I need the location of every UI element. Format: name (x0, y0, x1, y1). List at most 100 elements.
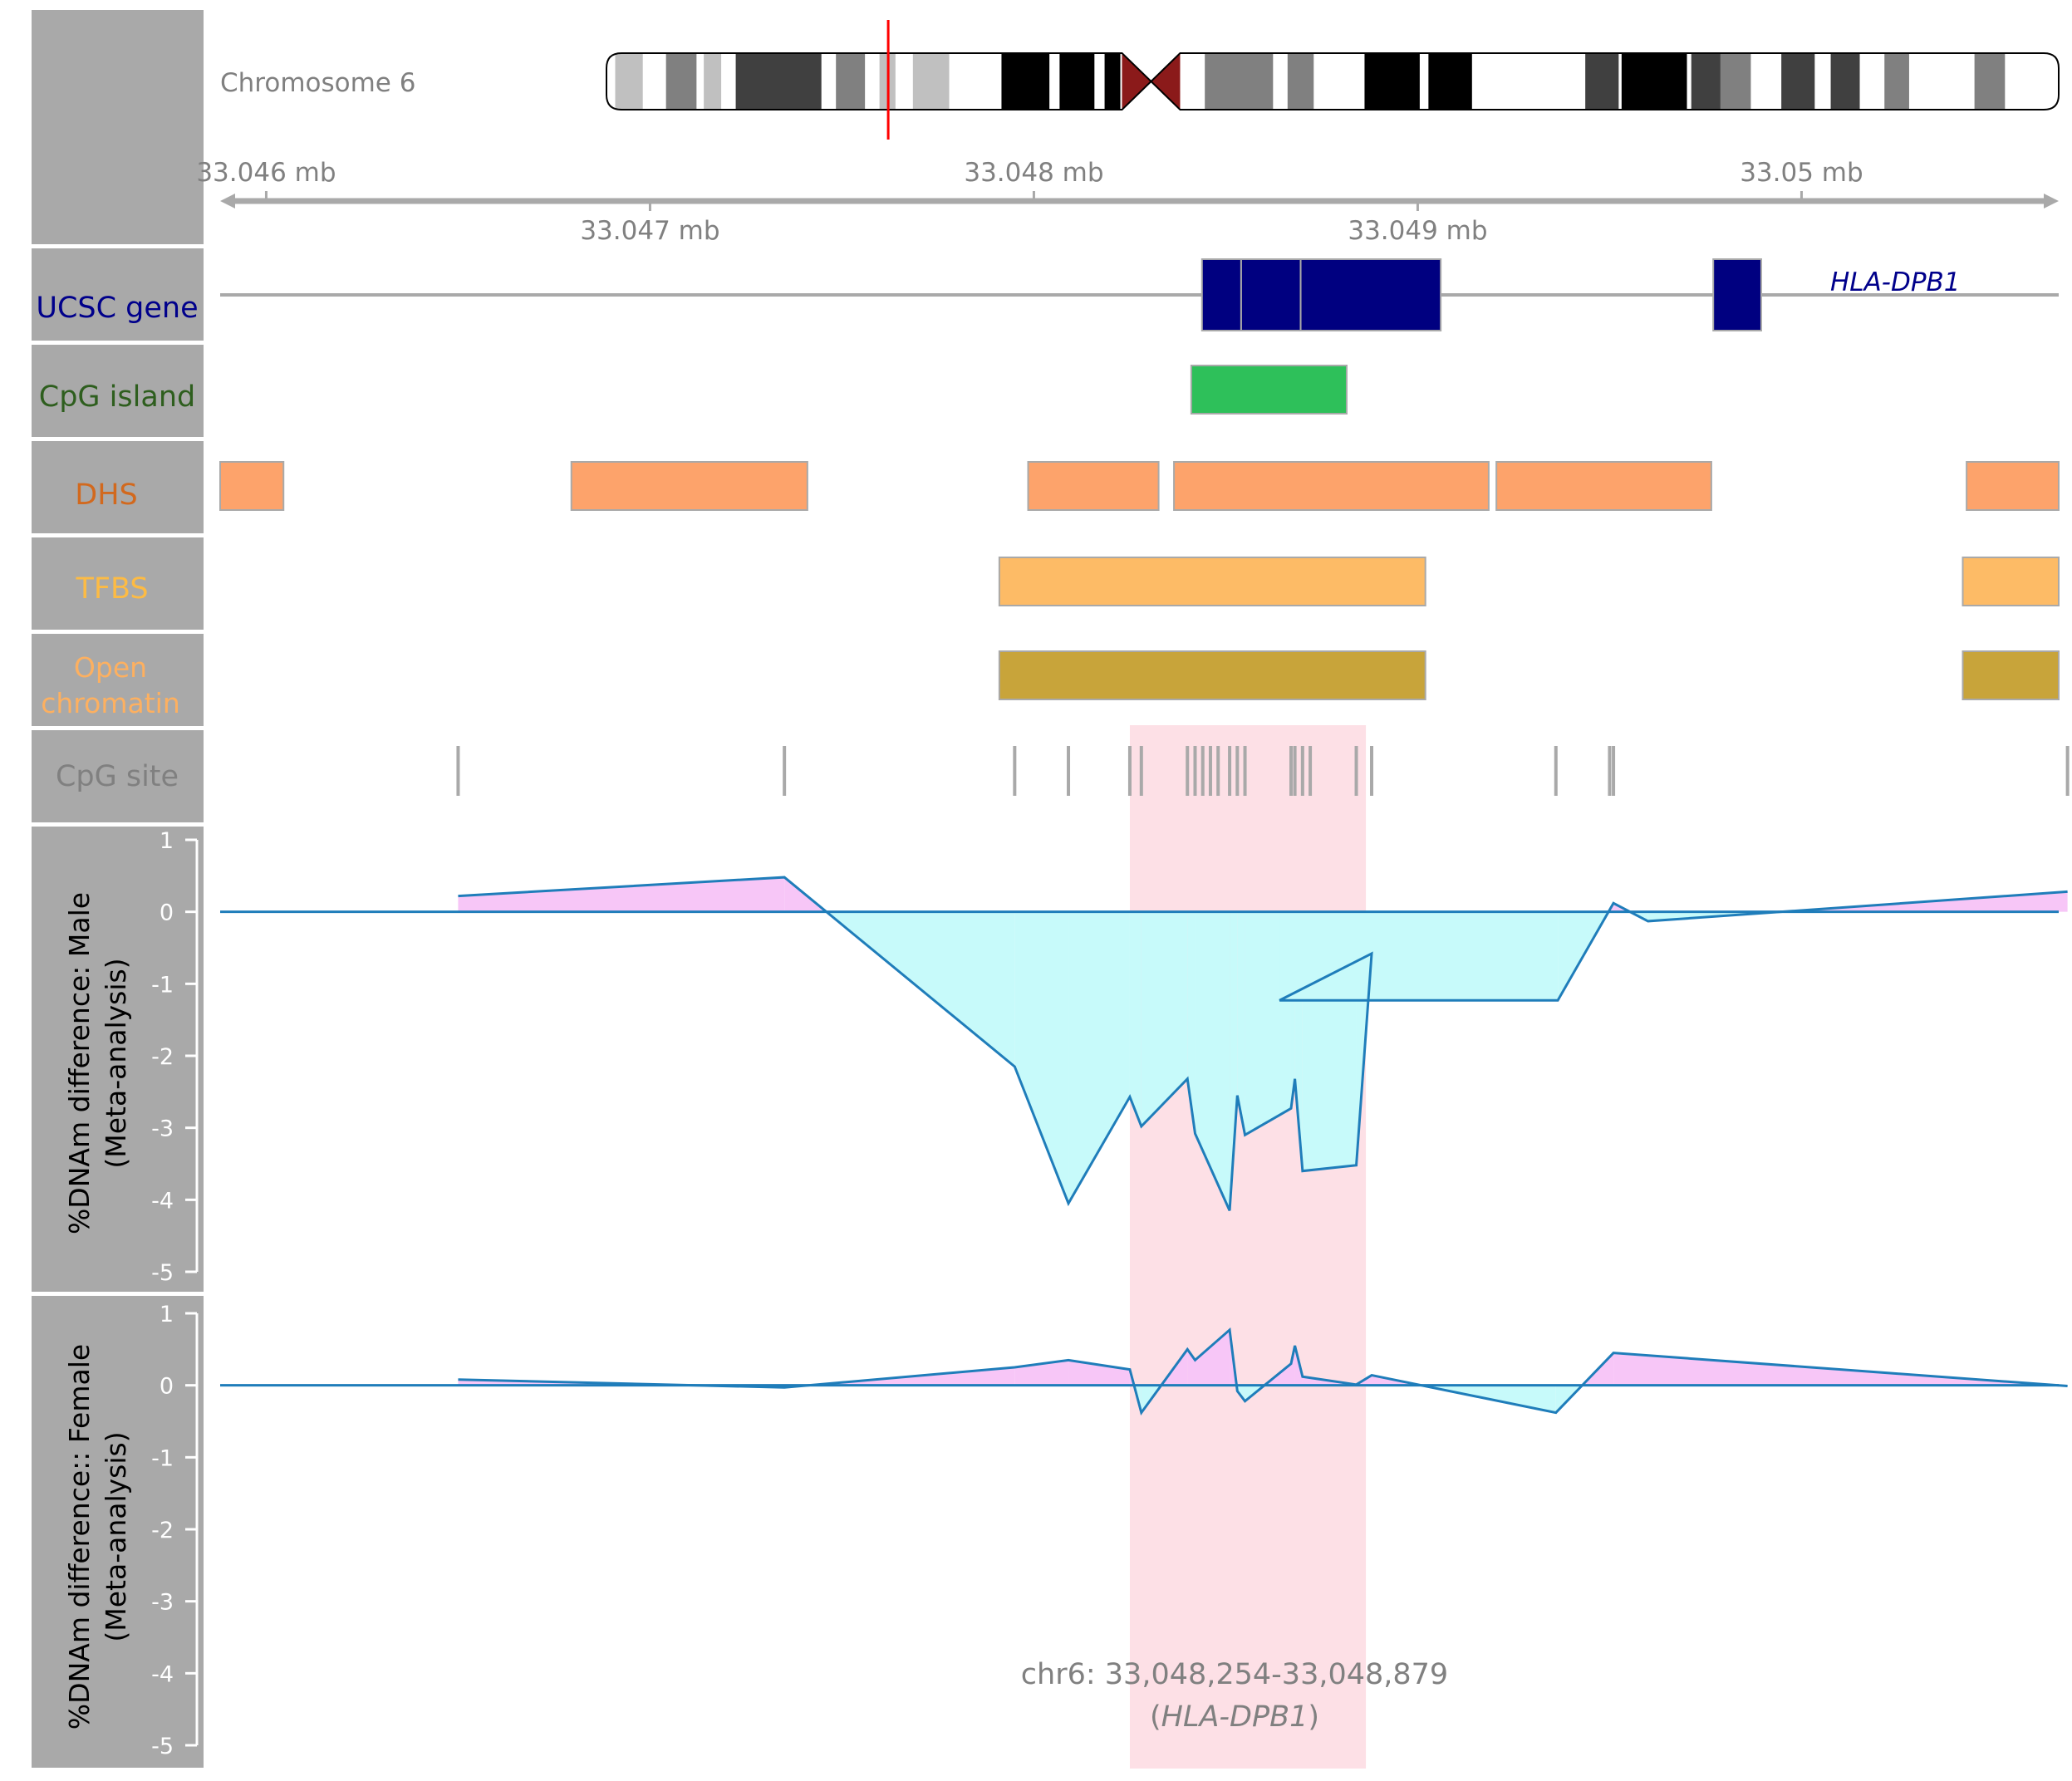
male-area-segment (1230, 911, 1238, 1211)
ideogram-band (1691, 53, 1721, 110)
male-y-tick-label: -4 (151, 1188, 174, 1214)
male-area-plot (220, 876, 2068, 1211)
ideogram-band (665, 53, 697, 110)
gene-exons (1200, 258, 1762, 331)
female-y-tick-label: 1 (160, 1302, 174, 1327)
male-area-segment (1068, 911, 1130, 1204)
male-y-label-2: (Meta-analysis) (100, 958, 132, 1168)
male-area-segment (1195, 911, 1230, 1211)
genomic-axis: 33.046 mb 33.048 mb 33.05 mb 33.047 mb 33.04… (196, 158, 2059, 246)
open-chromatin-track-label-2: chromatin (41, 687, 179, 719)
tfbs-block (1962, 557, 2060, 606)
ideogram-band (1205, 53, 1274, 110)
centromere-right (1151, 53, 1181, 110)
male-y-tick-label: -3 (151, 1116, 174, 1142)
female-area-segment (1068, 1360, 1130, 1386)
ideogram-band (696, 53, 705, 110)
male-y-axis: 1 0 -1 -2 -3 -4 -5 (151, 828, 199, 1286)
ideogram-band (2005, 53, 2059, 110)
male-area-segment (458, 877, 785, 912)
axis-tick-label: 33.047 mb (580, 216, 719, 246)
highlight-gene-open: ( (1150, 1700, 1161, 1734)
male-y-tick-label: 0 (160, 900, 174, 926)
ideogram-band (1830, 53, 1861, 110)
male-y-tick-label: -2 (151, 1044, 174, 1070)
ideogram-band (1094, 53, 1106, 110)
chromosome-label: Chromosome 6 (220, 68, 415, 98)
male-y-label-1: %DNAm difference: Male (63, 892, 96, 1234)
axis-arrow-left (220, 194, 235, 209)
dhs-block (1027, 461, 1160, 511)
male-y-tick-label: -1 (151, 972, 174, 998)
centromere-left (1122, 53, 1151, 110)
gene-exon (1299, 258, 1442, 331)
ideogram-band (1908, 53, 1976, 110)
dhs-block (1495, 461, 1712, 511)
ideogram-band (1859, 53, 1885, 110)
ideogram-band (615, 53, 644, 110)
open-chromatin-block (1962, 650, 2060, 700)
dhs-block (219, 461, 285, 511)
open-chromatin-track (998, 650, 2060, 700)
tfbs-track-label: TFBS (75, 572, 148, 606)
cpg-island-track (1190, 365, 1348, 415)
open-chromatin-block (998, 650, 1426, 700)
axis-tick-label: 33.049 mb (1348, 216, 1487, 246)
panel-male (32, 827, 204, 1292)
ideogram-band (1585, 53, 1619, 110)
ideogram-band (865, 53, 881, 110)
dhs-block (1966, 461, 2060, 511)
female-y-tick-label: -2 (151, 1518, 174, 1543)
tfbs-block (998, 557, 1426, 606)
female-y-axis: 1 0 -1 -2 -3 -4 -5 (151, 1302, 199, 1759)
ideogram-band (1273, 53, 1289, 110)
ideogram-band (1049, 53, 1060, 110)
chromosome-ideogram (606, 20, 2060, 140)
highlight-gene-annotation: (HLA-DPB1) (1150, 1700, 1319, 1734)
highlight-gene-name: HLA-DPB1 (1161, 1700, 1309, 1734)
ideogram-band (1618, 53, 1623, 110)
dhs-track (219, 461, 2060, 511)
ideogram-band (1471, 53, 1586, 110)
ideogram-band (735, 53, 822, 110)
gene-exon (1712, 258, 1762, 331)
ideogram-band (1364, 53, 1421, 110)
gene-name-label: HLA-DPB1 (1830, 267, 1961, 297)
ideogram-band (1974, 53, 2006, 110)
ideogram-band (821, 53, 837, 110)
ideogram-band (1419, 53, 1429, 110)
ideogram-band (642, 53, 667, 110)
ideogram-band (1621, 53, 1688, 110)
cpg-site-track-label: CpG site (56, 760, 179, 793)
female-y-tick-label: -1 (151, 1445, 174, 1471)
gene-exon (1200, 258, 1242, 331)
female-y-tick-label: -3 (151, 1590, 174, 1616)
gene-exon (1240, 258, 1302, 331)
cpg-island-block (1190, 365, 1348, 415)
ideogram-band (606, 53, 616, 110)
male-y-tick-label: 1 (160, 828, 174, 854)
female-y-label-1: %DNAm difference:: Female (63, 1344, 96, 1729)
gene-track-label: UCSC gene (36, 292, 198, 325)
male-area-segment (1187, 911, 1196, 1134)
ideogram-band (1428, 53, 1473, 110)
ideogram-band (895, 53, 914, 110)
ideogram-band (949, 53, 1002, 110)
ideogram-band (704, 53, 722, 110)
ideogram-band (1687, 53, 1692, 110)
panel-chromosome (32, 10, 204, 244)
female-y-tick-label: 0 (160, 1374, 174, 1400)
axis-tick-label: 33.05 mb (1740, 158, 1863, 188)
cpg-island-track-label: CpG island (39, 380, 195, 414)
open-chromatin-track-label-1: Open (74, 651, 147, 684)
male-area-segment (1279, 911, 1559, 1001)
panel-gene (32, 248, 204, 341)
male-series-line (458, 876, 2068, 1211)
female-series-line (458, 1327, 2068, 1416)
ideogram-band (1750, 53, 1782, 110)
male-y-tick-label: -5 (151, 1260, 174, 1286)
ideogram-band (721, 53, 737, 110)
male-area-segment (1014, 911, 1069, 1204)
ideogram-outline (606, 52, 2060, 110)
